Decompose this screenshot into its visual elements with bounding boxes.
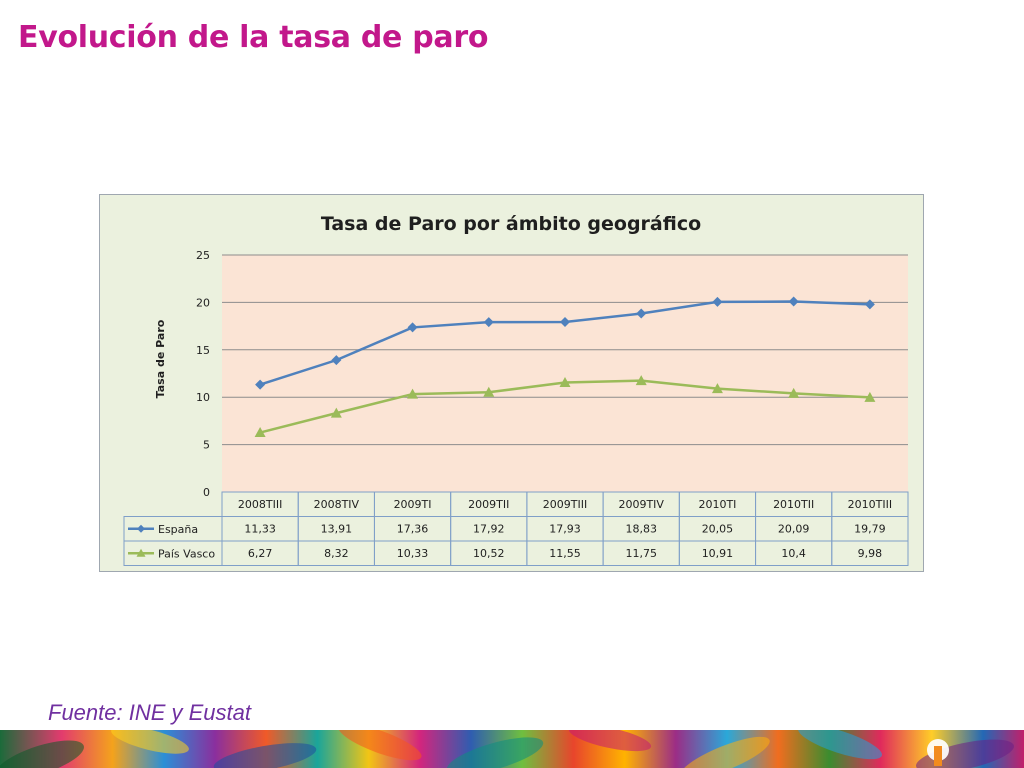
data-label: 17,93 [549,523,581,536]
chart-container: Tasa de Paro por ámbito geográfico Tasa … [99,194,924,572]
x-tick-label: 2009TIII [543,498,587,511]
data-label: 17,36 [397,523,429,536]
x-tick-label: 2009TIV [618,498,664,511]
legend-label: España [158,523,198,536]
data-point [407,388,419,399]
chart-title: Tasa de Paro por ámbito geográfico [321,213,701,235]
data-label: 20,05 [702,523,734,536]
decorative-footer-band [0,730,1024,768]
data-point [635,375,647,386]
line-chart: Tasa de Paro por ámbito geográfico Tasa … [123,213,909,566]
legend-label: País Vasco [158,547,215,560]
data-label: 10,33 [397,547,429,560]
data-point [864,299,875,310]
data-label: 10,91 [702,547,734,560]
data-label: 18,83 [625,523,657,536]
data-label: 10,4 [781,547,806,560]
data-point [483,386,495,397]
slide-title: Evolución de la tasa de paro [18,20,489,55]
data-point [331,355,342,366]
data-point [636,308,647,319]
x-tick-label: 2010TII [773,498,814,511]
x-tick-label: 2010TI [698,498,736,511]
y-tick-label: 25 [196,249,210,262]
data-label: 17,92 [473,523,505,536]
y-tick-label: 20 [196,296,210,309]
legend-marker [136,548,146,557]
data-point [407,322,418,333]
x-tick-label: 2009TII [468,498,509,511]
data-label: 9,98 [858,547,883,560]
y-tick-label: 5 [203,439,210,452]
data-point [559,377,571,388]
data-point [330,407,342,418]
data-label: 19,79 [854,523,886,536]
data-point [711,383,723,394]
data-point [864,391,876,402]
data-point [788,387,800,398]
data-label: 6,27 [248,547,273,560]
legend-marker [137,524,145,533]
x-tick-label: 2008TIV [314,498,360,511]
plot-area [222,255,908,492]
data-point [483,317,494,328]
y-tick-label: 10 [196,391,210,404]
data-point [255,379,266,390]
x-tick-label: 2010TIII [848,498,892,511]
data-point [254,427,266,438]
x-tick-label: 2009TI [394,498,432,511]
y-tick-label: 0 [203,486,210,499]
x-tick-label: 2008TIII [238,498,282,511]
data-label: 13,91 [321,523,353,536]
data-label: 10,52 [473,547,505,560]
y-axis-label: Tasa de Paro [154,319,167,398]
data-label: 11,33 [244,523,276,536]
data-label: 8,32 [324,547,349,560]
data-label: 11,55 [549,547,581,560]
data-point [788,296,799,307]
data-point [712,296,723,307]
logo-icon [927,739,949,766]
y-tick-label: 15 [196,344,210,357]
data-label: 20,09 [778,523,810,536]
data-label: 11,75 [625,547,657,560]
source-note: Fuente: INE y Eustat [48,700,251,725]
table-value-cell [831,540,909,566]
